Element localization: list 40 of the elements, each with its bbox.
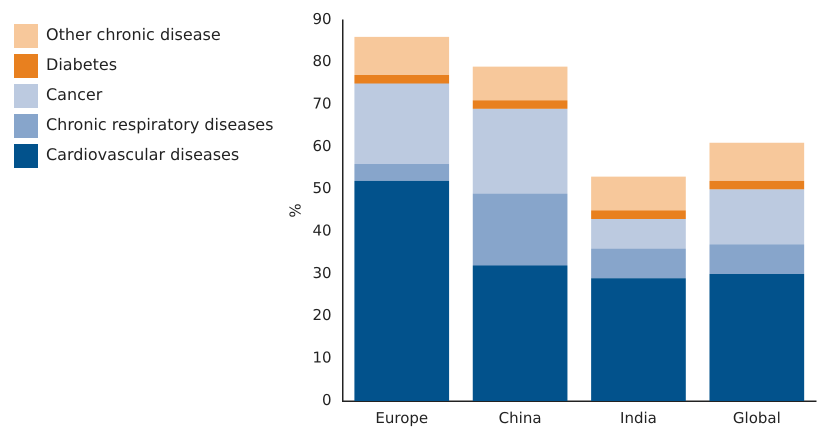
- bar: [591, 248, 686, 278]
- bar: [354, 75, 450, 84]
- bar: [354, 84, 450, 164]
- legend-label: Cancer: [46, 85, 103, 104]
- bar: [472, 266, 568, 401]
- bar: [709, 180, 804, 190]
- bar: [472, 194, 568, 266]
- bar: [354, 164, 450, 181]
- y-tick-label: 80: [312, 52, 332, 70]
- bar: [472, 108, 568, 194]
- y-tick-label: 50: [312, 179, 332, 198]
- legend-label: Other chronic disease: [46, 25, 221, 44]
- bar: [472, 66, 568, 100]
- legend-label: Cardiovascular diseases: [46, 145, 240, 164]
- y-tick-label: 60: [312, 136, 332, 155]
- x-tick-label: Europe: [375, 408, 428, 427]
- bar: [709, 189, 804, 244]
- bar: [709, 142, 804, 181]
- y-tick-label: 90: [312, 10, 332, 28]
- x-tick-label: India: [620, 408, 657, 427]
- bar: [354, 36, 450, 76]
- legend-label: Chronic respiratory diseases: [46, 115, 274, 134]
- bar: [591, 176, 686, 210]
- bar: [354, 180, 450, 401]
- legend-label: Diabetes: [46, 55, 118, 74]
- bar: [591, 218, 686, 249]
- y-tick-label: 70: [312, 94, 332, 113]
- y-tick-label: 0: [322, 390, 332, 409]
- bar: [591, 278, 686, 401]
- bar: [591, 210, 686, 219]
- x-tick-label: Global: [732, 408, 781, 427]
- y-axis-title: %: [286, 203, 304, 218]
- bar: [472, 100, 568, 109]
- bar: [709, 274, 804, 401]
- y-tick-label: 40: [312, 222, 332, 240]
- y-tick-label: 10: [312, 348, 332, 367]
- x-tick-label: China: [498, 408, 542, 427]
- y-tick-label: 30: [312, 264, 332, 282]
- bar: [709, 244, 804, 274]
- y-tick-label: 20: [312, 306, 332, 324]
